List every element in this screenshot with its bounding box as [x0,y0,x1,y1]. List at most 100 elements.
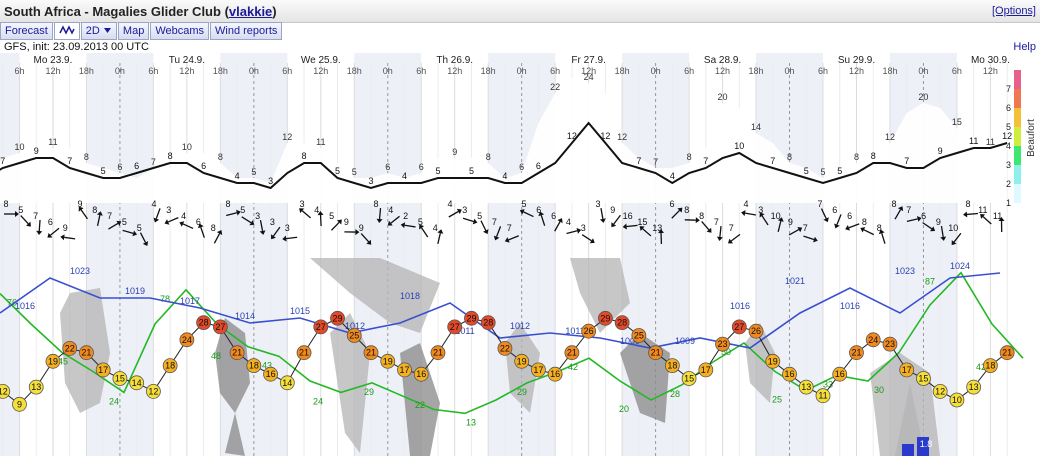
gust-label: 8 [687,152,692,162]
map-button[interactable]: Map [117,22,150,40]
wind-arrow-head [259,230,266,235]
meteogram-icon [59,25,75,35]
wind-arrow-shaft [360,233,370,243]
wind-arrow [741,210,757,217]
wind-arrow [639,226,652,237]
gust-label: 12 [617,132,627,142]
beaufort-scale: 1 2 3 4 5 6 7 Beaufort [1006,70,1037,208]
wind-arrow-shaft [108,222,119,230]
mean-wind-label: 7 [904,156,909,166]
mean-wind-label: 6 [536,161,541,171]
wind-arrow [241,216,255,226]
mean-wind-label: 8 [871,151,876,161]
wind-arrow-shaft [182,223,194,230]
user-link[interactable]: vlakkie [228,4,273,19]
wind-arrow-shaft [155,208,161,219]
wind-arrow-head [197,223,204,229]
wind-arrow-label: 5 [137,223,142,233]
wind-arrow-shaft [894,209,902,220]
mean-wind-label: 9 [34,146,39,156]
webcams-button[interactable]: Webcams [150,22,210,40]
humidity-label: 87 [925,277,935,287]
wind-arrow-label: 4 [314,205,319,215]
wind-arrow-label: 8 [373,199,378,209]
wind-arrow-shaft [462,217,474,223]
day-label: Su 29.9. [838,55,875,66]
wind-arrow-label: 3 [758,205,763,215]
temperature-label: 25 [349,331,359,341]
beaufort-tick: 1 [1006,198,1011,208]
temperature-point [497,340,513,356]
wind-arrow-label: 10 [948,223,958,233]
humidity-label: 42 [976,362,986,372]
wind-arrow-shaft [437,232,441,244]
wind-arrow-label: 4 [743,199,748,209]
temperature-label: 22 [65,343,75,353]
mean-wind-label: 10 [734,141,744,151]
mean-wind-label: 4 [235,171,240,181]
wind-arrow [622,223,638,230]
wind-arrow-label: 5 [122,217,127,227]
wind-arrow-shaft [881,233,886,244]
wind-arrow [716,225,723,241]
wind-arrow-label: 4 [388,205,393,215]
wind-reports-button[interactable]: Wind reports [210,22,283,40]
temperature-label: 13 [31,382,41,392]
pressure-label: 1015 [290,306,310,316]
gust-label: 8 [854,152,859,162]
wind-arrow-shaft [642,228,652,237]
meteogram-button[interactable] [53,22,80,40]
wind-arrow-shaft [777,220,782,232]
gust-label: 11 [316,137,325,147]
temperature-label: 12 [148,386,158,396]
wind-arrow-shaft [404,224,416,228]
wind-arrow-label: 8 [965,199,970,209]
options-link[interactable]: [Options] [991,5,1036,17]
hour-label: 18h [615,66,630,76]
wind-arrow-head [437,229,444,234]
temperature-point [865,332,881,348]
temperature-label: 16 [550,369,560,379]
temperature-point [45,353,61,369]
wind-arrow [566,227,582,235]
mean-wind-label: 5 [101,166,106,176]
mean-wind-label: 4 [502,171,507,181]
temperature-point [0,384,11,399]
mean-wind-label: 6 [201,161,206,171]
gust-label: 15 [952,117,962,127]
wind-arrow-head [78,206,84,212]
wind-arrow-label: 6 [921,211,926,221]
wind-arrow-head [164,219,170,225]
hour-label: 6h [952,66,962,76]
humidity-label: 42 [568,362,578,372]
temperature-label: 16 [416,369,426,379]
wind-arrow [998,217,1005,233]
wind-arrow-label: 5 [521,199,526,209]
beaufort-swatch [1014,108,1021,127]
temperature-point [447,319,463,335]
wind-arrow-head [236,209,241,216]
wind-arrow-shaft [272,226,281,237]
temperature-label: 13 [801,382,811,392]
wind-arrow-shaft [508,235,520,241]
gust-label: 7 [151,157,156,167]
dewpoint-series: 76 45 24 78 48 43 24 29 22 13 29 42 20 28 50 25 33 30 87 42 [0,271,1024,427]
wind-arrow-shaft [922,222,933,230]
temperature-point [765,353,781,369]
help-link[interactable]: Help [1013,41,1036,53]
wind-arrow-head [355,229,360,236]
wind-arrow-head [897,206,904,212]
temperature-label: 13 [969,382,979,392]
forecast-button[interactable]: Forecast [0,22,53,40]
temperature-point [129,375,145,391]
mode-2d-dropdown[interactable]: 2D [80,22,117,40]
wind-arrow-label: 3 [285,223,290,233]
temperature-label: 10 [952,395,962,405]
temperature-label: 14 [282,378,292,388]
wind-arrow-head [813,236,818,243]
cloud-area [330,313,370,453]
humidity-label: 45 [58,357,68,367]
wind-arrow-shaft [906,218,918,222]
temperature-label: 23 [885,339,895,349]
wind-arrow [387,215,400,226]
